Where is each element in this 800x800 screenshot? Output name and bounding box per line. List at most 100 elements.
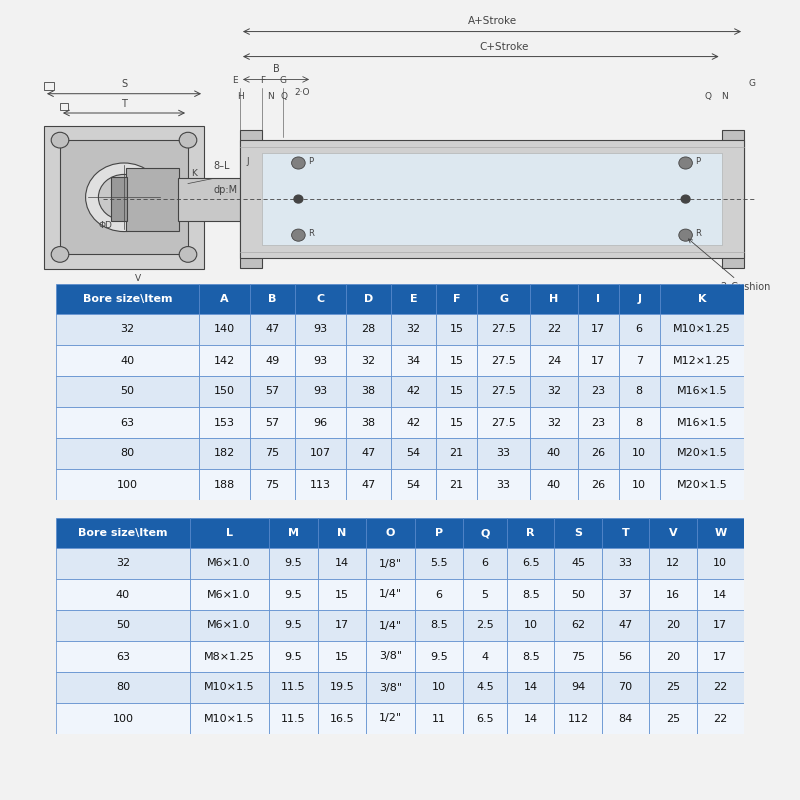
Bar <box>318 672 366 703</box>
Text: R: R <box>526 528 535 538</box>
Bar <box>269 641 318 672</box>
Bar <box>346 345 391 376</box>
Text: 40: 40 <box>116 590 130 599</box>
Bar <box>250 284 295 314</box>
Text: T: T <box>622 528 630 538</box>
Circle shape <box>113 187 135 207</box>
Bar <box>56 345 199 376</box>
Text: 22: 22 <box>713 714 727 723</box>
Text: 94: 94 <box>571 682 586 693</box>
Bar <box>190 579 269 610</box>
Bar <box>295 469 346 500</box>
Bar <box>530 407 578 438</box>
Circle shape <box>682 195 690 203</box>
Text: 4.5: 4.5 <box>476 682 494 693</box>
Bar <box>415 610 462 641</box>
Text: 32: 32 <box>116 558 130 569</box>
Bar <box>56 703 190 734</box>
Bar <box>602 641 650 672</box>
Bar <box>318 641 366 672</box>
Bar <box>697 610 744 641</box>
Bar <box>56 579 190 610</box>
Bar <box>56 641 190 672</box>
Bar <box>56 518 190 548</box>
Text: 1/4": 1/4" <box>379 621 402 630</box>
Bar <box>436 469 477 500</box>
Text: K: K <box>698 294 706 304</box>
Text: 50: 50 <box>121 386 134 397</box>
Text: 3/8": 3/8" <box>379 682 402 693</box>
Text: 8.5: 8.5 <box>522 590 539 599</box>
Text: R: R <box>308 230 314 238</box>
Text: 1/4": 1/4" <box>379 590 402 599</box>
Text: 14: 14 <box>524 714 538 723</box>
Bar <box>650 579 697 610</box>
Bar <box>507 610 554 641</box>
Text: 27.5: 27.5 <box>491 386 516 397</box>
Bar <box>462 641 507 672</box>
Bar <box>660 345 744 376</box>
Text: Q: Q <box>281 92 287 101</box>
Text: 5: 5 <box>482 590 488 599</box>
Text: 11: 11 <box>432 714 446 723</box>
Bar <box>477 314 530 345</box>
Bar <box>618 345 660 376</box>
Text: 10: 10 <box>632 449 646 458</box>
Bar <box>660 376 744 407</box>
Bar <box>554 672 602 703</box>
Text: 96: 96 <box>314 418 328 427</box>
Bar <box>199 407 250 438</box>
Text: 32: 32 <box>121 325 134 334</box>
Text: M10×1.5: M10×1.5 <box>204 714 254 723</box>
Text: 80: 80 <box>116 682 130 693</box>
Bar <box>618 284 660 314</box>
Text: 23: 23 <box>591 386 606 397</box>
Bar <box>269 518 318 548</box>
Bar <box>602 548 650 579</box>
Bar <box>722 130 744 268</box>
Text: 47: 47 <box>362 449 375 458</box>
Text: 63: 63 <box>116 651 130 662</box>
Text: P: P <box>695 157 700 166</box>
Text: S: S <box>574 528 582 538</box>
Bar <box>554 641 602 672</box>
Bar <box>618 314 660 345</box>
Bar <box>462 610 507 641</box>
Bar <box>391 438 436 469</box>
Bar <box>56 284 199 314</box>
Bar <box>318 703 366 734</box>
Text: 32: 32 <box>362 355 375 366</box>
Bar <box>415 703 462 734</box>
Bar <box>60 103 68 110</box>
Text: 6.5: 6.5 <box>476 714 494 723</box>
Bar <box>44 126 204 269</box>
Text: 6: 6 <box>435 590 442 599</box>
Text: Bore size\Item: Bore size\Item <box>83 294 173 304</box>
Text: 47: 47 <box>618 621 633 630</box>
Bar <box>295 438 346 469</box>
Text: 8.5: 8.5 <box>522 651 539 662</box>
Bar <box>618 438 660 469</box>
Bar <box>436 438 477 469</box>
Circle shape <box>294 195 302 203</box>
Bar <box>507 579 554 610</box>
Bar <box>618 376 660 407</box>
Text: G: G <box>748 79 755 88</box>
Bar <box>190 672 269 703</box>
Bar <box>462 579 507 610</box>
Text: 40: 40 <box>547 449 561 458</box>
Text: 27.5: 27.5 <box>491 418 516 427</box>
Bar <box>415 518 462 548</box>
Bar <box>618 469 660 500</box>
Bar <box>697 548 744 579</box>
Text: 8: 8 <box>635 386 642 397</box>
Bar <box>250 407 295 438</box>
Bar <box>56 610 190 641</box>
Text: 16.5: 16.5 <box>330 714 354 723</box>
Text: 37: 37 <box>618 590 633 599</box>
Text: T: T <box>121 98 127 109</box>
Bar <box>660 314 744 345</box>
Bar <box>602 579 650 610</box>
Text: 112: 112 <box>567 714 589 723</box>
Bar <box>660 407 744 438</box>
